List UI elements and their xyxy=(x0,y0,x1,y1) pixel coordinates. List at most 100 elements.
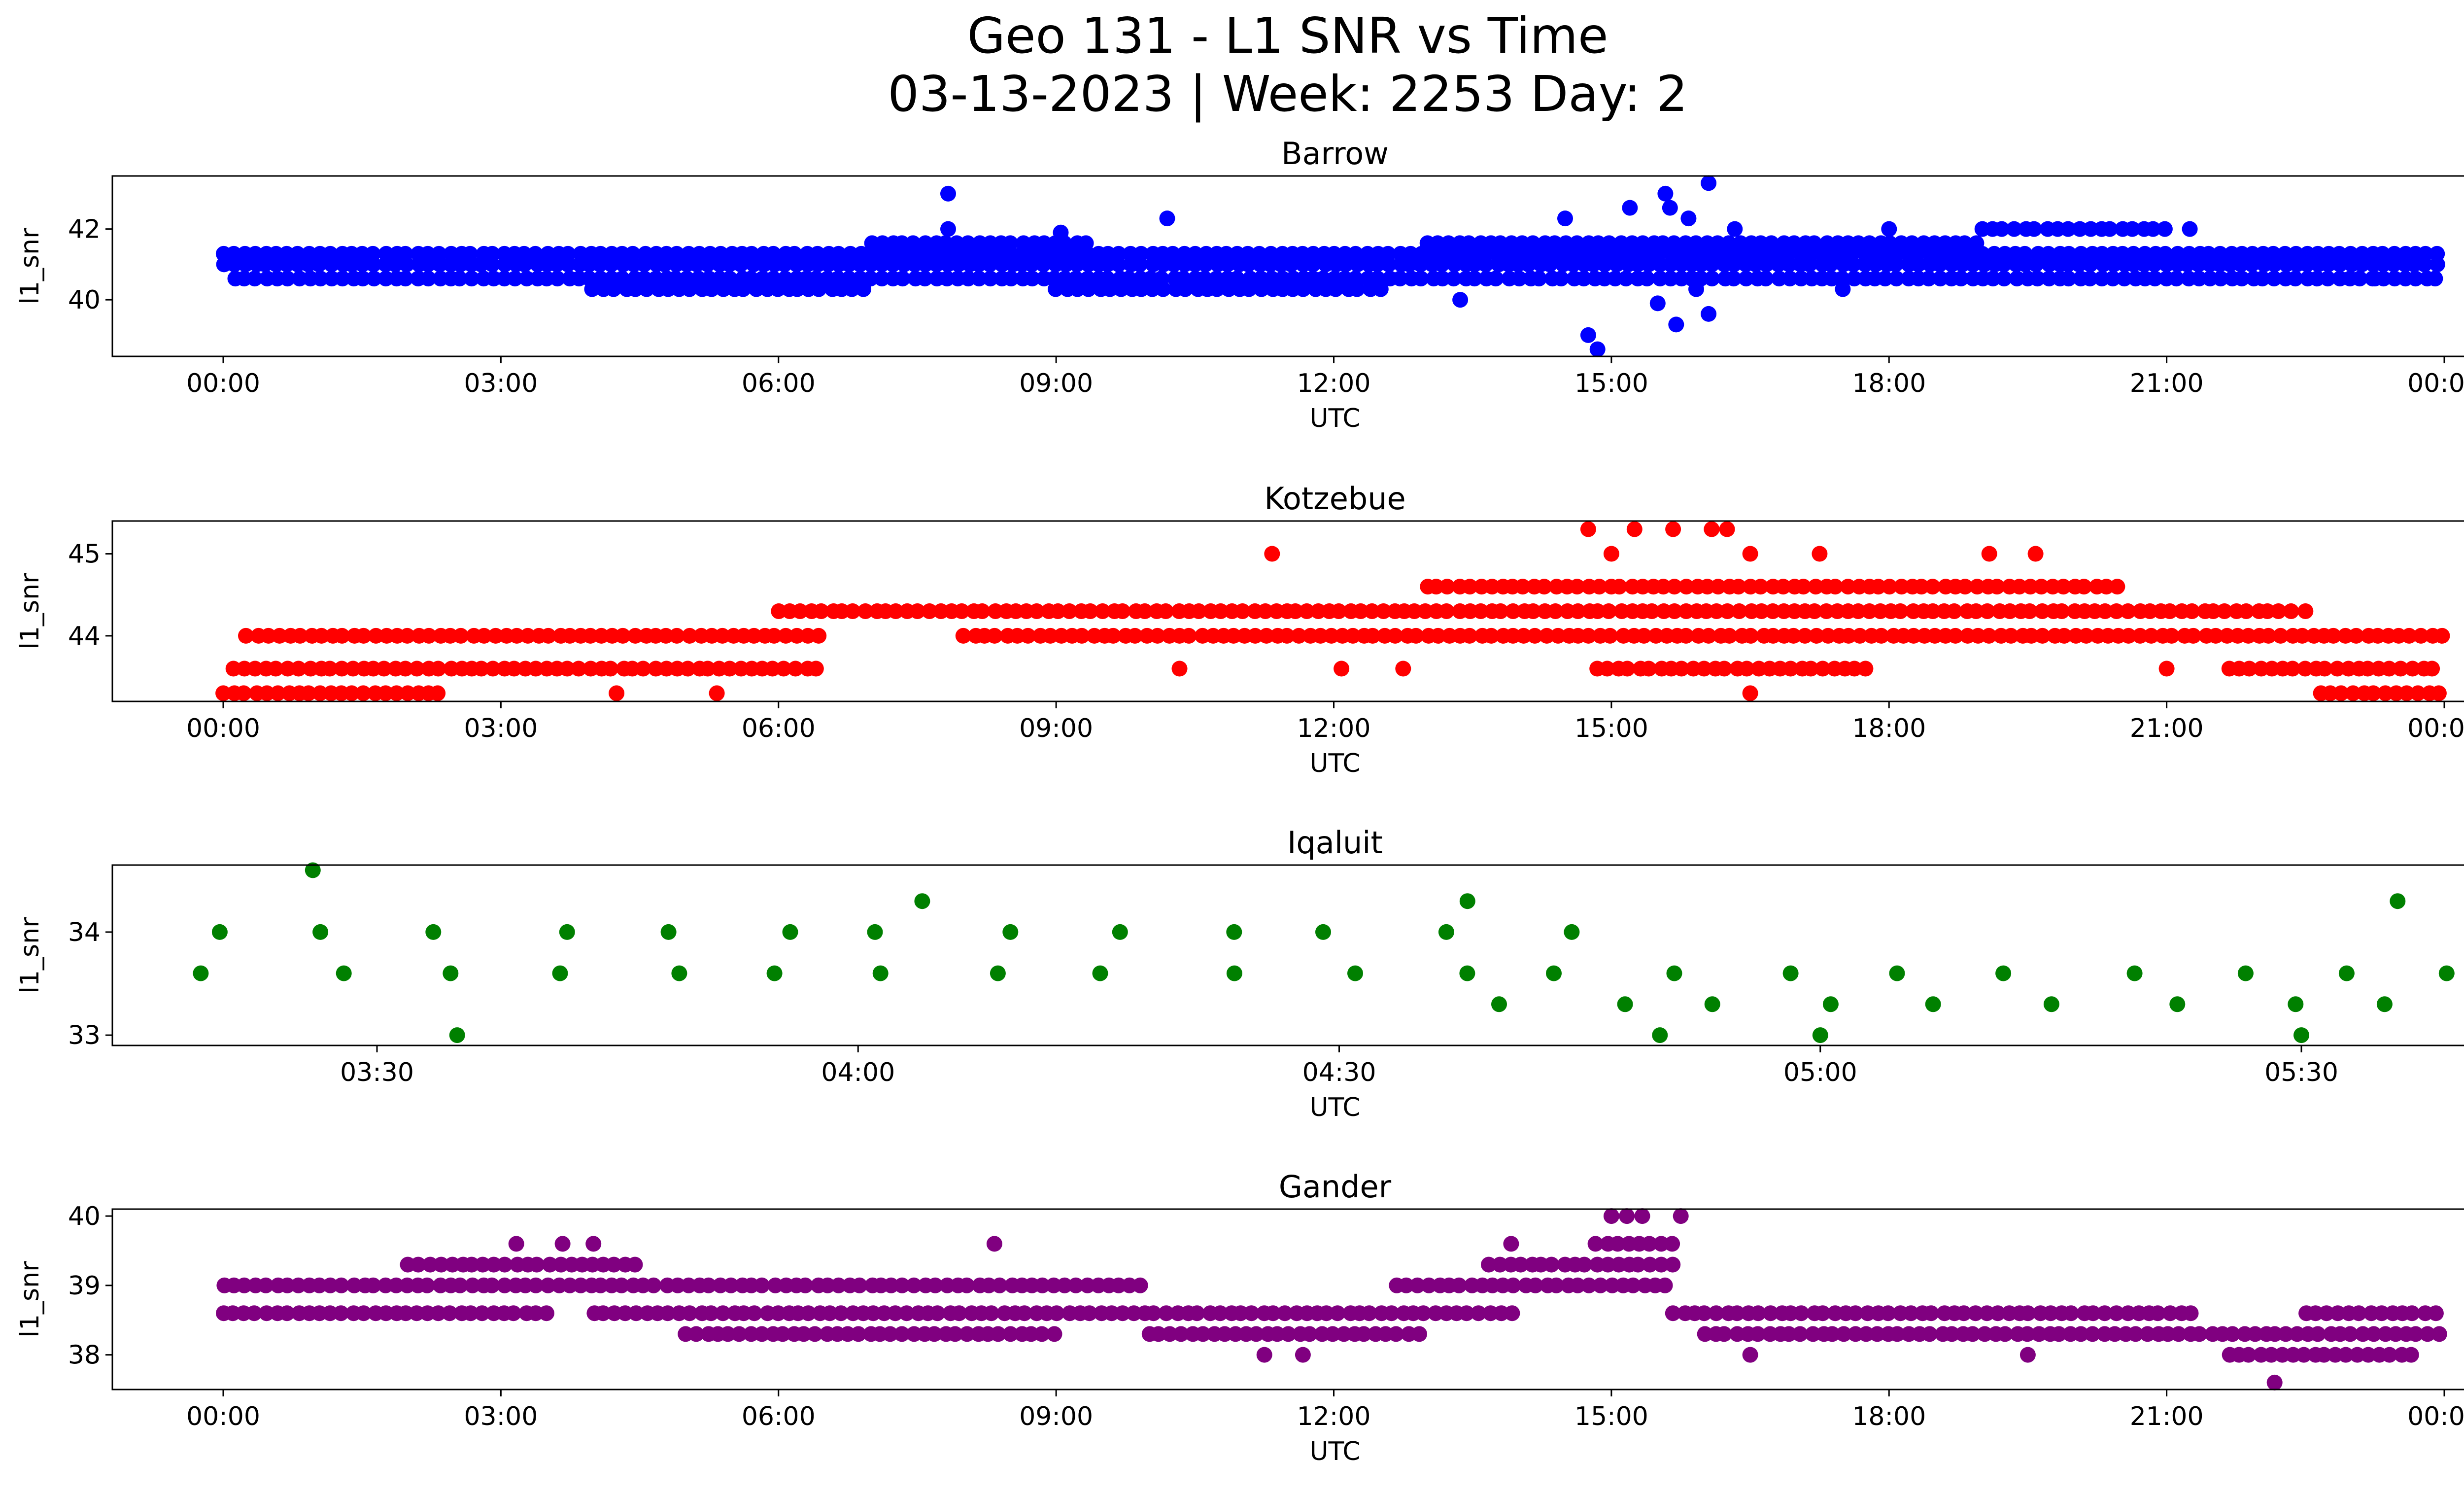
y-tick-label: 40 xyxy=(68,1202,101,1231)
data-point xyxy=(2139,1326,2156,1342)
data-point xyxy=(1265,1305,1281,1321)
x-tick-label: 06:00 xyxy=(742,369,816,398)
panel-title: Gander xyxy=(1279,1169,1392,1205)
data-point xyxy=(1743,627,1759,644)
data-point xyxy=(1818,603,1835,619)
y-tick-label: 39 xyxy=(68,1271,101,1301)
data-point xyxy=(1644,603,1660,619)
data-point xyxy=(236,685,252,701)
data-point xyxy=(1812,546,1828,562)
data-point xyxy=(422,1256,438,1273)
data-point xyxy=(1797,627,1813,644)
data-point xyxy=(2108,603,2124,619)
data-point xyxy=(1618,271,1634,287)
data-point xyxy=(1112,924,1128,940)
data-point xyxy=(1576,1256,1592,1273)
data-point xyxy=(2333,685,2349,701)
data-point xyxy=(1103,1305,1120,1321)
data-point xyxy=(2181,245,2197,262)
data-point xyxy=(2407,1326,2424,1342)
data-point xyxy=(2438,965,2455,981)
data-point xyxy=(1956,1305,1972,1321)
data-point xyxy=(305,862,321,878)
data-point xyxy=(2407,271,2424,287)
data-point xyxy=(1881,221,1897,237)
data-point xyxy=(637,245,653,262)
data-point xyxy=(1750,1305,1766,1321)
data-point xyxy=(258,1277,274,1293)
data-point xyxy=(2002,603,2018,619)
data-point xyxy=(2063,1305,2079,1321)
data-point xyxy=(1312,627,1329,644)
data-point xyxy=(410,1256,426,1273)
data-point xyxy=(1956,235,1973,251)
data-point xyxy=(2078,627,2094,644)
data-point xyxy=(1503,1236,1519,1252)
data-point xyxy=(958,1277,975,1293)
data-point xyxy=(2234,271,2250,287)
data-point xyxy=(988,603,1003,619)
data-point xyxy=(1696,661,1712,677)
data-point xyxy=(1310,603,1327,619)
data-point xyxy=(573,1277,589,1293)
data-point xyxy=(1674,661,1689,677)
data-point xyxy=(2417,245,2433,262)
data-point xyxy=(927,1277,943,1293)
data-point xyxy=(1873,627,1889,644)
data-point xyxy=(1435,271,1451,287)
data-point xyxy=(1102,281,1118,297)
data-point xyxy=(1944,1326,1960,1342)
data-point xyxy=(2267,1326,2283,1342)
data-point xyxy=(1325,1326,1341,1342)
data-point xyxy=(1212,1305,1229,1321)
data-point xyxy=(1546,235,1563,251)
data-point xyxy=(1127,627,1143,644)
data-point xyxy=(1493,603,1508,619)
data-point xyxy=(606,1305,622,1321)
data-point xyxy=(1364,603,1380,619)
x-tick-label: 06:00 xyxy=(742,714,816,743)
data-point xyxy=(497,1256,513,1273)
data-point xyxy=(1318,1305,1335,1321)
data-point xyxy=(2132,627,2148,644)
data-point xyxy=(1765,603,1781,619)
data-point xyxy=(1234,603,1251,619)
data-point xyxy=(1036,235,1052,251)
data-point xyxy=(1655,579,1672,595)
data-point xyxy=(346,1277,362,1293)
data-point xyxy=(1721,627,1738,644)
data-point xyxy=(2142,603,2158,619)
data-point xyxy=(1428,1305,1444,1321)
data-point xyxy=(1977,1326,1993,1342)
data-point xyxy=(1805,1326,1821,1342)
data-point xyxy=(1925,603,1941,619)
x-tick-label: 09:00 xyxy=(1019,1402,1093,1431)
panel-barrow: Barrow 00:00 03:00 06:00 09:00 12:00 15:00 18:0… xyxy=(15,136,2464,433)
data-point xyxy=(377,685,394,701)
data-point xyxy=(883,1277,899,1293)
data-point xyxy=(2247,1326,2263,1342)
data-point xyxy=(1858,1326,1874,1342)
data-point xyxy=(2310,1326,2326,1342)
data-point xyxy=(1636,627,1652,644)
y-tick-label: 33 xyxy=(68,1021,101,1050)
data-point xyxy=(1906,627,1922,644)
data-point xyxy=(345,661,361,677)
data-point xyxy=(2162,603,2178,619)
data-point xyxy=(1904,235,1920,251)
data-point xyxy=(1095,603,1111,619)
data-point xyxy=(1869,1326,1885,1342)
data-point xyxy=(1701,627,1717,644)
data-point xyxy=(1738,271,1754,287)
data-point xyxy=(507,271,523,287)
data-point xyxy=(272,627,288,644)
data-point xyxy=(834,603,850,619)
data-point xyxy=(2056,627,2072,644)
data-point xyxy=(720,1326,736,1342)
data-point xyxy=(1688,235,1704,251)
data-point xyxy=(1345,627,1361,644)
data-point xyxy=(1048,281,1064,297)
data-point xyxy=(1046,1277,1062,1293)
data-point xyxy=(1016,235,1031,251)
data-point xyxy=(259,685,275,701)
